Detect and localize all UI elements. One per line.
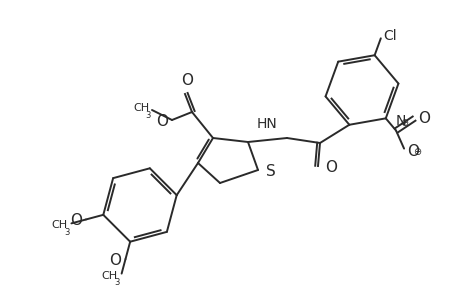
Text: ⊕: ⊕: [399, 118, 407, 128]
Text: 3: 3: [64, 228, 69, 237]
Text: S: S: [265, 164, 275, 179]
Text: O: O: [70, 213, 82, 228]
Text: O: O: [156, 113, 168, 128]
Text: 3: 3: [114, 278, 119, 287]
Text: HN: HN: [257, 117, 277, 131]
Text: 3: 3: [146, 110, 151, 119]
Text: O: O: [417, 111, 429, 126]
Text: O: O: [406, 144, 418, 159]
Text: CH: CH: [101, 271, 118, 281]
Text: O: O: [325, 160, 336, 175]
Text: ⊖: ⊖: [412, 147, 420, 157]
Text: N: N: [395, 114, 406, 128]
Text: CH: CH: [51, 220, 67, 230]
Text: O: O: [109, 253, 121, 268]
Text: Cl: Cl: [382, 29, 396, 43]
Text: O: O: [180, 73, 193, 88]
Text: CH: CH: [134, 103, 150, 113]
